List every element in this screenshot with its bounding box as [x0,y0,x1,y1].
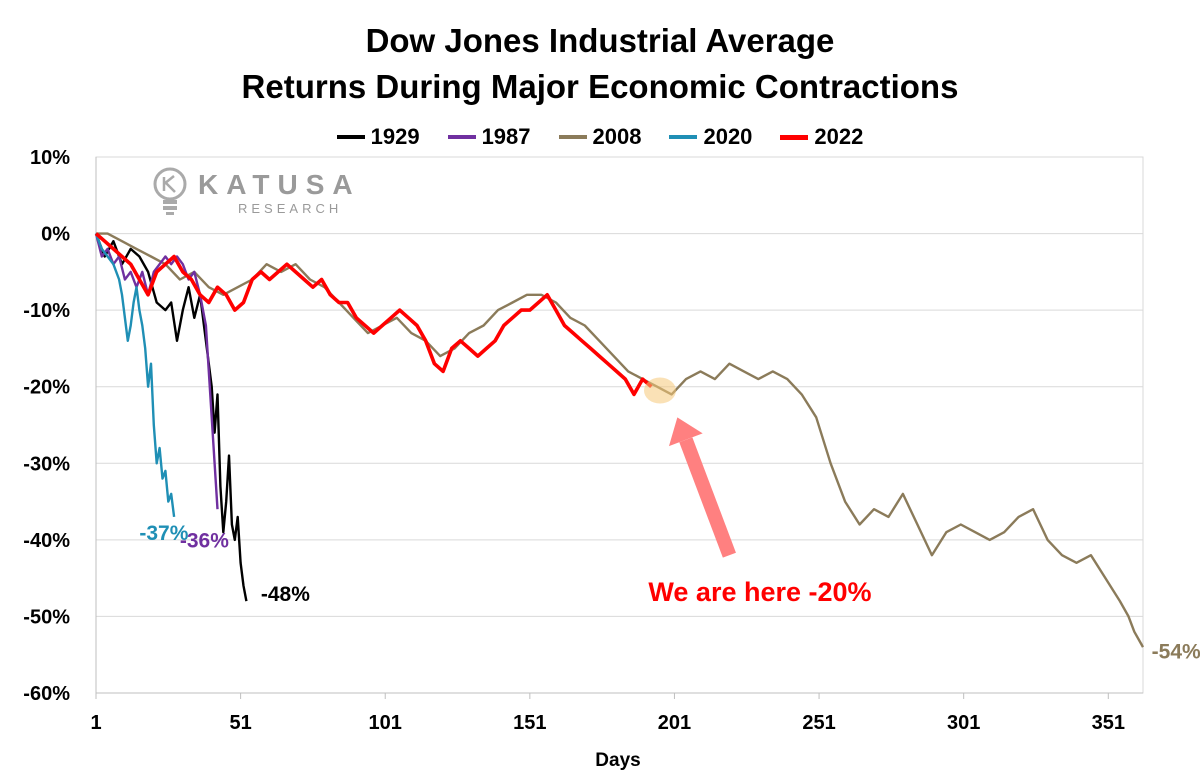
y-tick-label: -40% [23,530,70,552]
x-tick-label: 201 [658,712,691,734]
annotation-label: -37% [139,522,188,545]
x-tick-label: 51 [229,712,251,734]
axes: 10%0%-10%-20%-30%-40%-50%-60%1 51 101 151 20… [23,147,1143,734]
legend-swatch-1929 [336,135,365,139]
arrow-head [668,417,703,447]
y-tick-label: -30% [23,453,70,475]
legend-item-2022: 2022 [780,124,863,150]
plot-frame [95,156,1144,694]
legend-item-1929: 1929 [336,124,420,150]
lightbulb-icon [153,167,187,215]
legend-swatch-2020 [669,135,698,139]
katusa-logo: KATUSA RESEARCH [150,166,361,218]
legend-label-2020: 2020 [703,124,753,149]
y-tick-label: -50% [23,606,70,628]
series-line-2008 [96,232,1145,648]
y-tick-label: -20% [23,377,70,399]
annotation-label: We are here -20% [648,577,871,607]
current-position-marker [643,377,676,404]
x-tick-label: 151 [513,712,546,734]
chart-subtitle: Returns During Major Economic Contractio… [241,68,959,105]
logo-sub: RESEARCH [238,200,343,216]
arrow-shaft [679,437,736,558]
legend-swatch-2022 [780,134,809,140]
y-tick-label: 0% [41,224,70,246]
legend-label-2022: 2022 [814,124,864,149]
legend-swatch-2008 [558,135,587,139]
logo-brand: KATUSA [198,168,361,200]
annotations: -37%-36% -48% We are here -20% -54% [139,377,1200,664]
series-line-2022 [94,232,653,397]
annotation-label: -36% [180,530,229,553]
series-lines [94,232,1145,648]
legend-label-1929: 1929 [370,124,420,149]
gridlines [95,156,1144,694]
legend-label-2008: 2008 [592,124,642,149]
x-tick-label: 101 [369,712,402,734]
x-axis-label: Days [595,750,640,771]
series-line-2020 [94,233,176,518]
series-line-1987 [94,233,219,510]
legend-item-2008: 2008 [558,124,642,150]
annotation-label: -48% [261,583,310,606]
legend-label-1987: 1987 [481,124,531,149]
legend-swatch-1987 [447,135,476,139]
x-tick-label: 251 [802,712,835,734]
y-tick-label: 10% [30,147,70,169]
y-tick-label: -10% [23,300,70,322]
legend-item-2020: 2020 [669,124,752,150]
x-tick-label: 301 [947,712,980,734]
x-tick-label: 1 [90,712,101,734]
chart-title: Dow Jones Industrial Average [365,22,835,59]
legend-item-1987: 1987 [447,124,531,150]
annotation-label: -54% [1152,641,1200,664]
y-tick-label: -60% [23,683,70,705]
legend: 1929 1987 2008 2020 2022 [0,122,1200,152]
x-tick-label: 351 [1092,712,1125,734]
